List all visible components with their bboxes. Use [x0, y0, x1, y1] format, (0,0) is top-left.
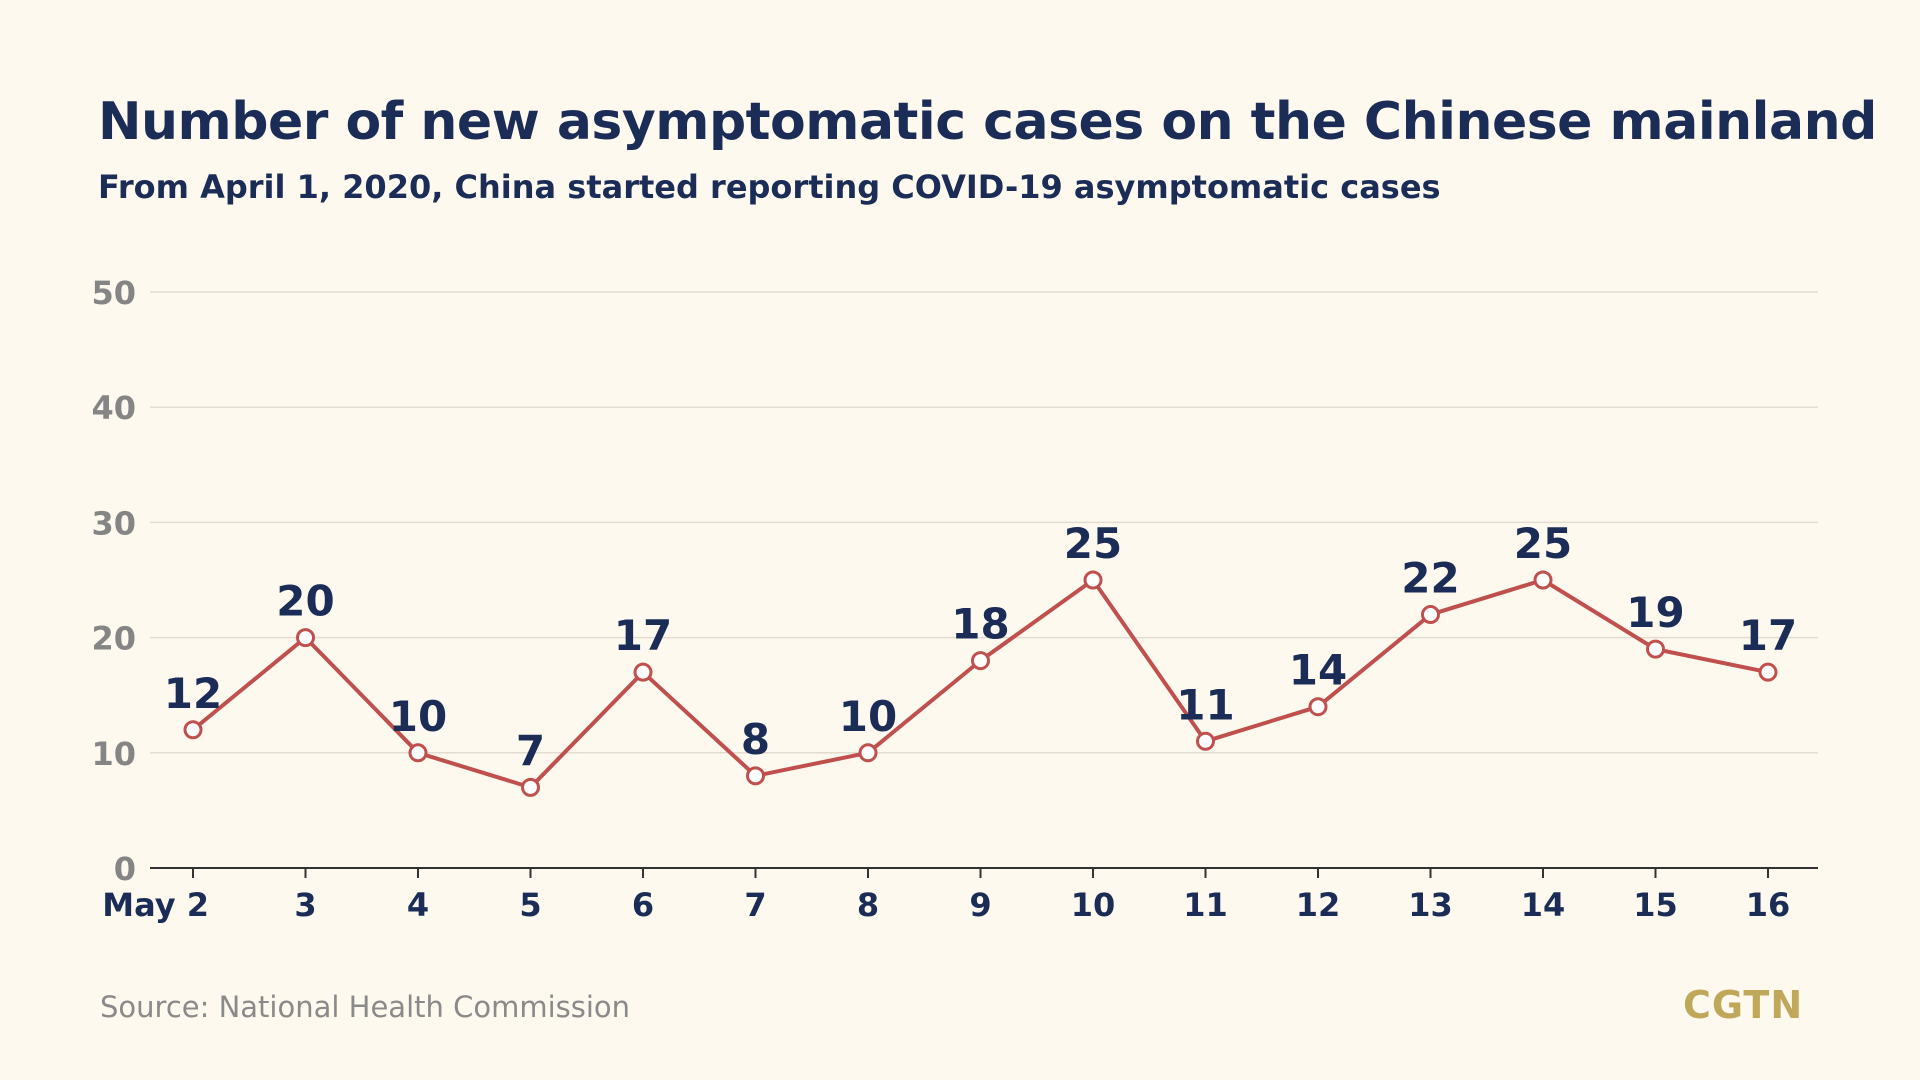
data-point	[1308, 697, 1328, 717]
data-point	[183, 720, 203, 740]
x-tick-label: 6	[632, 886, 654, 924]
x-tick-label: 4	[407, 886, 429, 924]
data-point	[408, 743, 428, 763]
data-labels: 12 20 10 7 17 8 10 18 25 11 14 22 25 19 17	[164, 519, 1797, 775]
data-label: 10	[389, 692, 447, 741]
data-label: 25	[1514, 519, 1572, 568]
data-label: 10	[839, 692, 897, 741]
data-points	[183, 570, 1778, 797]
y-axis: 0 10 20 30 40 50	[91, 274, 136, 888]
data-label: 18	[951, 600, 1009, 649]
chart-subtitle: From April 1, 2020, China started report…	[98, 168, 1441, 206]
x-tick-label: 13	[1408, 886, 1453, 924]
x-tick-label: May 2	[102, 886, 209, 924]
y-tick-label: 20	[91, 620, 136, 658]
y-tick-label: 50	[91, 274, 136, 312]
cgtn-logo: CGTN	[1683, 983, 1804, 1027]
data-label: 7	[516, 726, 545, 775]
x-tick-label: 8	[857, 886, 879, 924]
data-label: 17	[614, 611, 672, 660]
source-note: Source: National Health Commission	[100, 990, 631, 1024]
data-label: 25	[1064, 519, 1122, 568]
gridlines	[150, 291, 1818, 754]
data-point	[1196, 731, 1215, 751]
x-tick-label: 9	[969, 886, 991, 924]
data-point	[1421, 605, 1440, 625]
data-label: 14	[1289, 646, 1347, 695]
data-point	[1083, 570, 1103, 590]
x-tick-label: 5	[519, 886, 541, 924]
data-point	[746, 766, 765, 786]
x-axis: May 2 3 4 5 6 7 8 9 10 11 12 13 14 15 16	[102, 867, 1818, 924]
data-point	[1533, 570, 1553, 590]
x-tick-label: 3	[294, 886, 316, 924]
data-point	[296, 628, 315, 648]
data-label: 11	[1176, 680, 1234, 729]
data-label: 20	[276, 577, 334, 626]
data-point	[858, 743, 878, 763]
data-point	[521, 777, 540, 797]
data-label: 8	[741, 715, 770, 764]
x-tick-label: 10	[1071, 886, 1116, 924]
data-label: 12	[164, 669, 222, 718]
data-label: 22	[1401, 554, 1459, 603]
y-tick-label: 30	[91, 504, 136, 542]
x-tick-label: 7	[744, 886, 766, 924]
data-point	[1646, 639, 1665, 659]
x-tick-label: 12	[1296, 886, 1341, 924]
y-tick-label: 40	[91, 389, 136, 427]
data-point	[633, 662, 653, 682]
chart-title: Number of new asymptomatic cases on the …	[98, 92, 1877, 152]
x-tick-label: 15	[1633, 886, 1678, 924]
x-tick-label: 14	[1521, 886, 1566, 924]
y-tick-label: 10	[91, 735, 136, 773]
x-tick-label: 16	[1746, 886, 1791, 924]
x-tick-label: 11	[1183, 886, 1228, 924]
data-point	[1758, 662, 1778, 682]
data-label: 17	[1739, 611, 1797, 660]
y-tick-label: 0	[114, 850, 136, 888]
data-label: 19	[1626, 588, 1684, 637]
data-point	[971, 651, 990, 671]
